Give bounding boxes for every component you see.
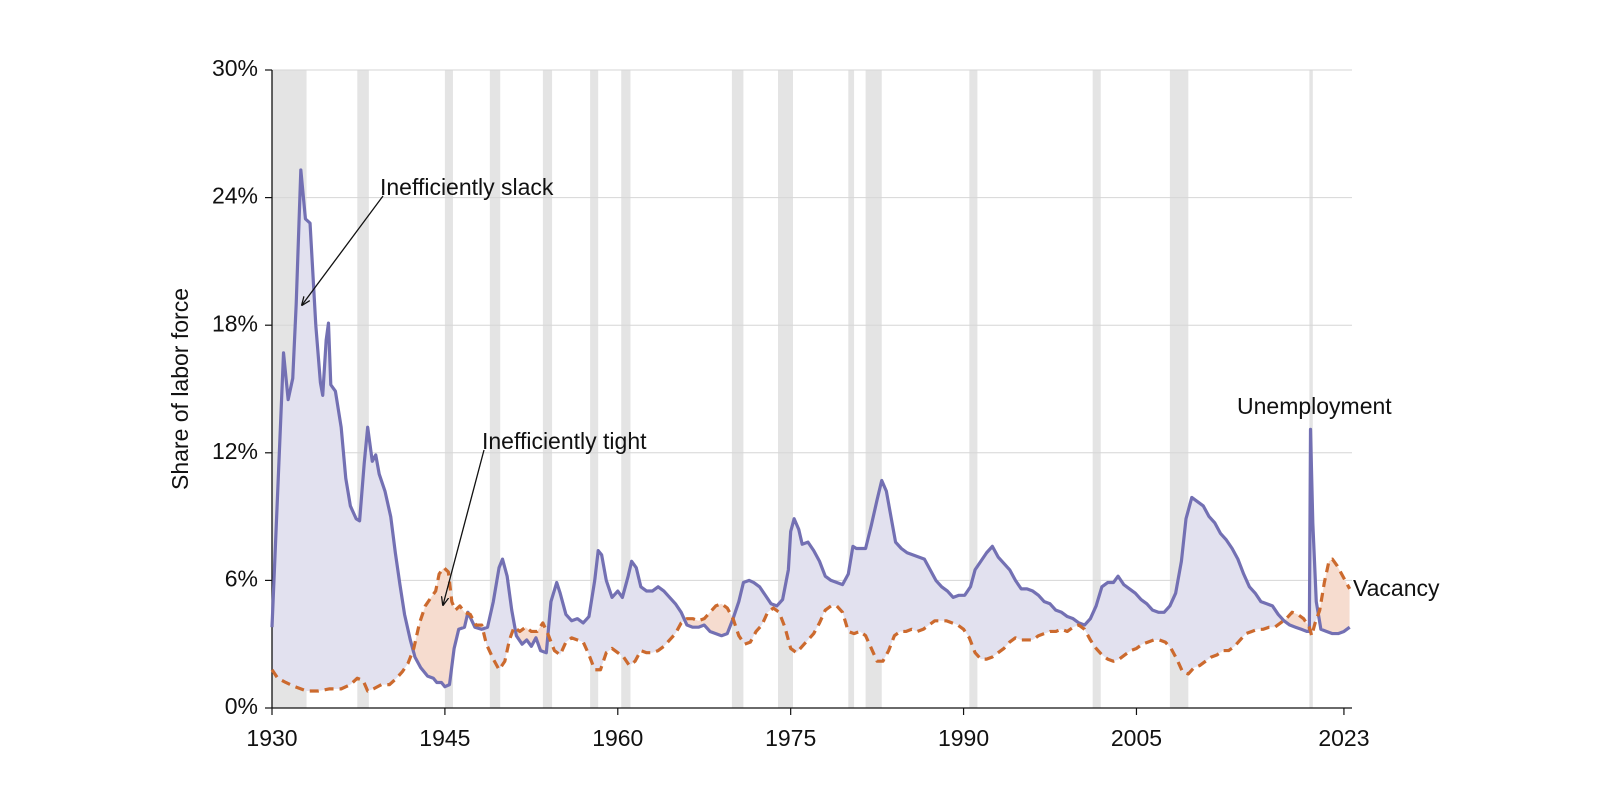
recession-band — [590, 70, 599, 708]
annotation: Inefficiently slack — [380, 174, 554, 200]
y-tick-label: 24% — [212, 183, 258, 209]
series-line — [270, 557, 1352, 693]
y-tick-label: 0% — [225, 693, 258, 719]
annotation-arrow — [302, 195, 384, 305]
y-tick-label: 6% — [225, 565, 258, 591]
recession-band — [444, 70, 453, 708]
recession-band — [542, 70, 553, 708]
annotation: Inefficiently tight — [482, 428, 647, 454]
series-line — [270, 168, 1351, 689]
recession-band — [357, 70, 369, 708]
recession-band — [969, 70, 978, 708]
recession-band — [731, 70, 744, 708]
x-tick-label: 1945 — [419, 725, 470, 751]
recession-band — [621, 70, 631, 708]
x-tick-label: 2005 — [1111, 725, 1162, 751]
y-tick-label: 30% — [212, 55, 258, 81]
x-tick-label: 2023 — [1318, 725, 1369, 751]
x-tick-label: 1930 — [246, 725, 297, 751]
recession-band — [489, 70, 501, 708]
recession-band — [848, 70, 855, 708]
x-tick-label: 1975 — [765, 725, 816, 751]
series-label: Unemployment — [1237, 393, 1392, 419]
x-tick-label: 1960 — [592, 725, 643, 751]
y-tick-label: 12% — [212, 438, 258, 464]
y-tick-label: 18% — [212, 310, 258, 336]
x-tick-label: 1990 — [938, 725, 989, 751]
recession-band — [1092, 70, 1101, 708]
y-axis-title: Share of labor force — [167, 288, 193, 490]
series-label: Vacancy — [1353, 575, 1440, 601]
recession-band — [1309, 70, 1313, 708]
annotation-arrow — [443, 449, 485, 605]
